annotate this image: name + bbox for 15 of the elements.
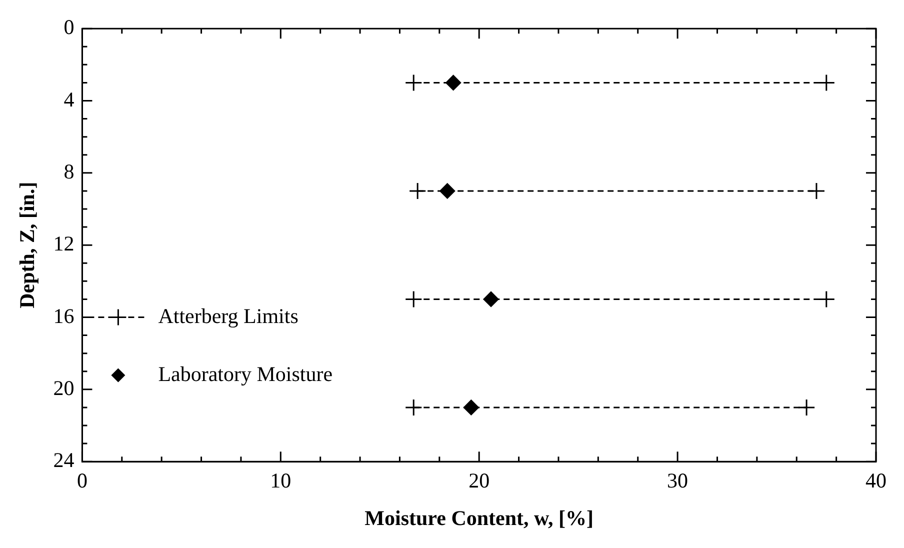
y-tick-label: 20 (53, 376, 74, 400)
y-tick-label: 16 (53, 304, 74, 328)
x-tick-label: 30 (667, 468, 688, 493)
legend-label: Atterberg Limits (158, 304, 298, 328)
y-axis-title: Depth, Z, [in.] (15, 182, 40, 308)
x-tick-label: 40 (866, 468, 886, 493)
legend-label: Laboratory Moisture (158, 362, 333, 386)
y-tick-label: 8 (64, 159, 74, 184)
y-tick-label: 12 (53, 232, 74, 256)
y-tick-label: 0 (64, 15, 74, 40)
y-tick-label: 4 (64, 87, 75, 112)
x-tick-label: 10 (270, 468, 292, 493)
x-axis-title: Moisture Content, w, [%] (364, 506, 594, 530)
x-tick-label: 20 (468, 468, 490, 493)
y-tick-label: 24 (53, 448, 75, 472)
